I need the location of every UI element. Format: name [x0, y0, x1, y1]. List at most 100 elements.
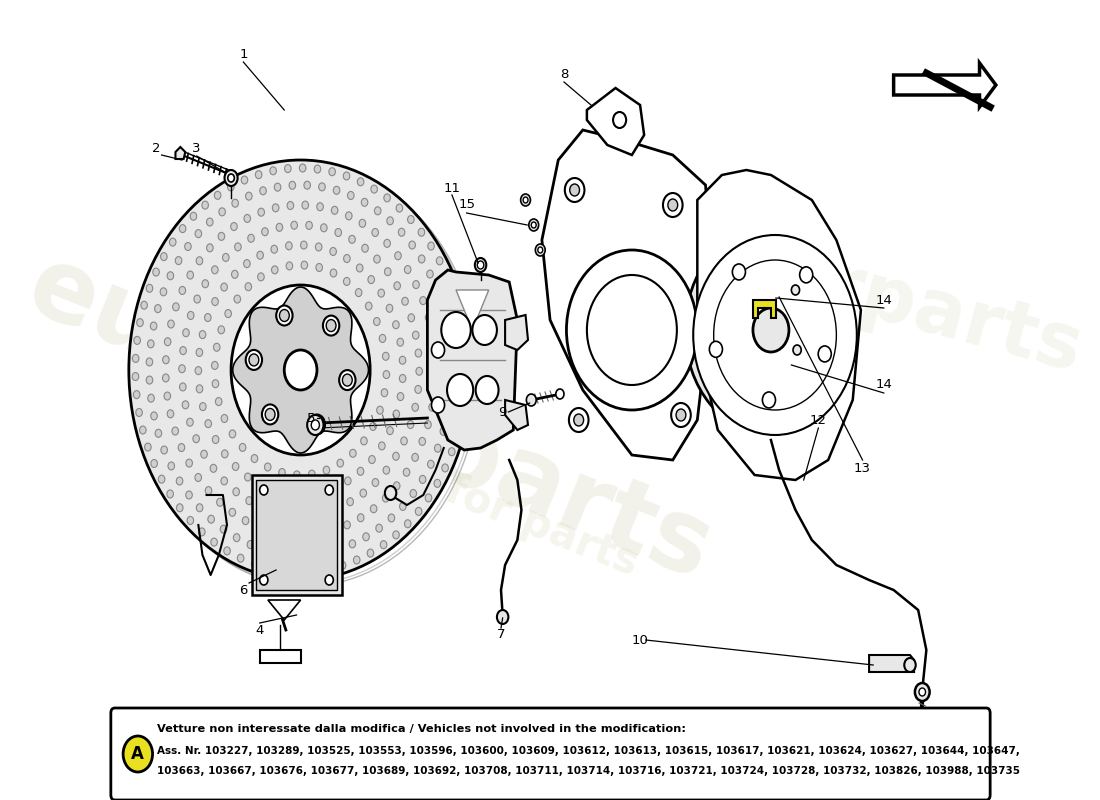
Circle shape	[151, 322, 157, 330]
Circle shape	[685, 225, 857, 435]
Circle shape	[234, 243, 241, 251]
Polygon shape	[505, 400, 528, 430]
Circle shape	[257, 208, 264, 216]
Circle shape	[449, 374, 455, 382]
Circle shape	[195, 230, 201, 238]
Circle shape	[187, 311, 194, 319]
Circle shape	[176, 504, 183, 512]
Circle shape	[348, 191, 354, 199]
Circle shape	[425, 421, 431, 429]
Circle shape	[190, 212, 197, 220]
Circle shape	[312, 418, 321, 430]
Circle shape	[409, 241, 416, 249]
Circle shape	[242, 517, 249, 525]
Circle shape	[387, 426, 394, 434]
Circle shape	[327, 319, 336, 331]
Circle shape	[212, 298, 218, 306]
Circle shape	[140, 426, 146, 434]
Circle shape	[218, 326, 224, 334]
Polygon shape	[893, 63, 996, 107]
Circle shape	[147, 394, 154, 402]
Circle shape	[245, 282, 252, 290]
Polygon shape	[587, 88, 645, 155]
Circle shape	[231, 222, 238, 230]
Circle shape	[383, 494, 389, 502]
Circle shape	[343, 172, 350, 180]
Circle shape	[231, 285, 370, 455]
Circle shape	[904, 658, 915, 672]
Circle shape	[702, 245, 840, 415]
Polygon shape	[233, 287, 368, 453]
Circle shape	[383, 370, 389, 378]
Circle shape	[359, 219, 365, 227]
Circle shape	[336, 229, 341, 237]
Circle shape	[394, 482, 400, 490]
Circle shape	[918, 688, 925, 696]
Circle shape	[333, 186, 340, 194]
Circle shape	[238, 554, 244, 562]
Circle shape	[676, 409, 686, 421]
Circle shape	[228, 174, 234, 182]
Circle shape	[260, 503, 266, 511]
Circle shape	[477, 261, 484, 269]
Circle shape	[387, 217, 394, 225]
Polygon shape	[697, 170, 861, 480]
Circle shape	[196, 385, 202, 393]
Circle shape	[167, 320, 174, 328]
Circle shape	[196, 504, 202, 512]
Circle shape	[355, 289, 362, 297]
Polygon shape	[869, 655, 914, 672]
Circle shape	[202, 201, 208, 209]
Text: 14: 14	[876, 294, 892, 306]
Circle shape	[178, 443, 185, 451]
Circle shape	[444, 320, 451, 328]
Circle shape	[173, 303, 179, 311]
Circle shape	[301, 261, 308, 269]
Circle shape	[123, 736, 153, 772]
Circle shape	[178, 365, 185, 373]
Circle shape	[671, 403, 691, 427]
Circle shape	[343, 278, 350, 286]
Circle shape	[300, 241, 307, 249]
Polygon shape	[542, 130, 714, 460]
Circle shape	[271, 528, 277, 536]
Circle shape	[158, 475, 165, 483]
Circle shape	[346, 498, 353, 506]
Circle shape	[308, 470, 315, 478]
Text: 4: 4	[255, 623, 264, 637]
Circle shape	[244, 214, 251, 222]
Circle shape	[370, 422, 376, 430]
Circle shape	[393, 452, 399, 460]
Circle shape	[447, 338, 453, 346]
Circle shape	[144, 443, 151, 451]
Circle shape	[179, 225, 186, 233]
Circle shape	[383, 466, 389, 474]
Circle shape	[243, 260, 250, 268]
Circle shape	[793, 345, 801, 355]
Circle shape	[710, 342, 723, 358]
Circle shape	[221, 450, 228, 458]
Circle shape	[151, 412, 157, 420]
Circle shape	[315, 530, 321, 538]
Circle shape	[211, 362, 218, 370]
Polygon shape	[268, 600, 300, 620]
Circle shape	[311, 420, 319, 430]
Circle shape	[360, 489, 366, 497]
Circle shape	[570, 184, 580, 196]
Circle shape	[587, 275, 676, 385]
Circle shape	[320, 549, 327, 557]
Circle shape	[205, 314, 211, 322]
Circle shape	[315, 165, 321, 173]
Circle shape	[212, 380, 219, 388]
Circle shape	[163, 374, 169, 382]
Circle shape	[433, 286, 440, 294]
Circle shape	[455, 306, 462, 314]
Circle shape	[262, 405, 278, 425]
Text: 13: 13	[854, 462, 871, 474]
Circle shape	[218, 232, 224, 240]
Circle shape	[342, 374, 352, 386]
Circle shape	[161, 253, 167, 261]
Circle shape	[245, 192, 252, 200]
Circle shape	[762, 392, 776, 408]
Circle shape	[201, 450, 207, 458]
